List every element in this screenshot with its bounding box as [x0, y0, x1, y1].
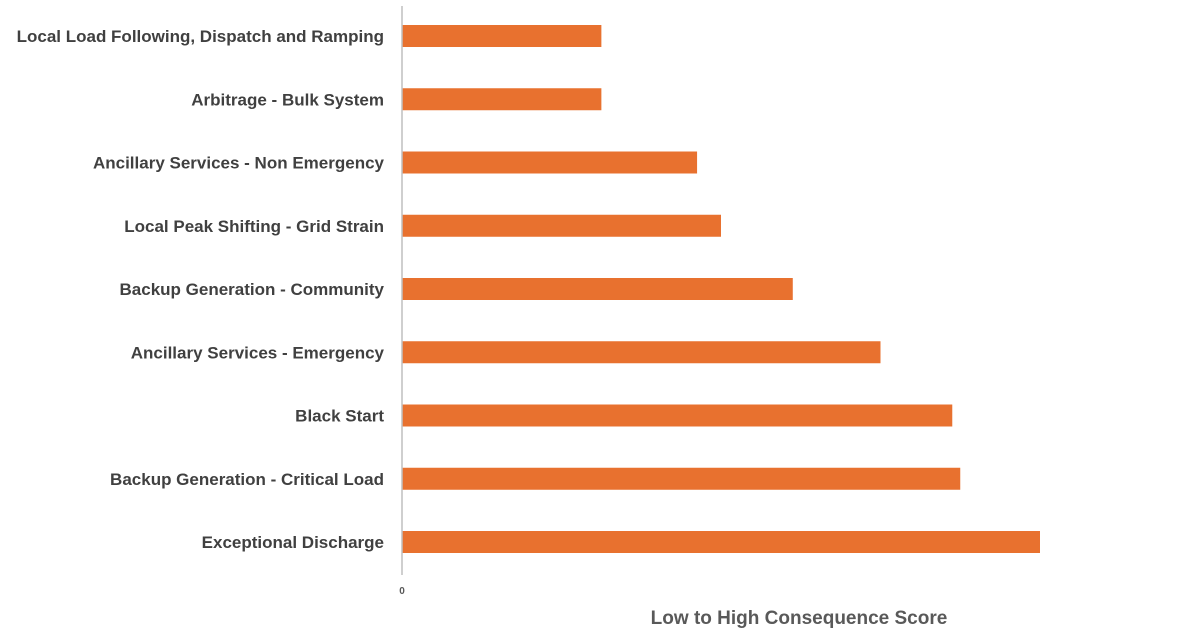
bar — [402, 88, 602, 111]
x-axis-title: Low to High Consequence Score — [651, 608, 948, 629]
category-label: Arbitrage - Bulk System — [191, 90, 384, 109]
bar — [402, 531, 1040, 553]
category-label: Backup Generation - Community — [120, 280, 385, 299]
category-label: Black Start — [295, 407, 384, 426]
category-label: Ancillary Services - Non Emergency — [93, 154, 385, 173]
category-labels-group: Local Load Following, Dispatch and Rampi… — [17, 27, 385, 552]
category-label: Ancillary Services - Emergency — [131, 343, 385, 362]
bars-group — [402, 25, 1040, 553]
bar — [402, 341, 881, 364]
bar — [402, 278, 793, 300]
bar — [402, 151, 698, 174]
category-label: Local Peak Shifting - Grid Strain — [124, 217, 384, 236]
bar — [402, 214, 721, 237]
category-label: Exceptional Discharge — [202, 533, 384, 552]
x-tick-label: 0 — [399, 586, 405, 597]
bar — [402, 467, 961, 490]
category-label: Backup Generation - Critical Load — [110, 470, 384, 489]
bar — [402, 404, 953, 427]
category-label: Local Load Following, Dispatch and Rampi… — [17, 27, 384, 46]
bar — [402, 25, 602, 47]
